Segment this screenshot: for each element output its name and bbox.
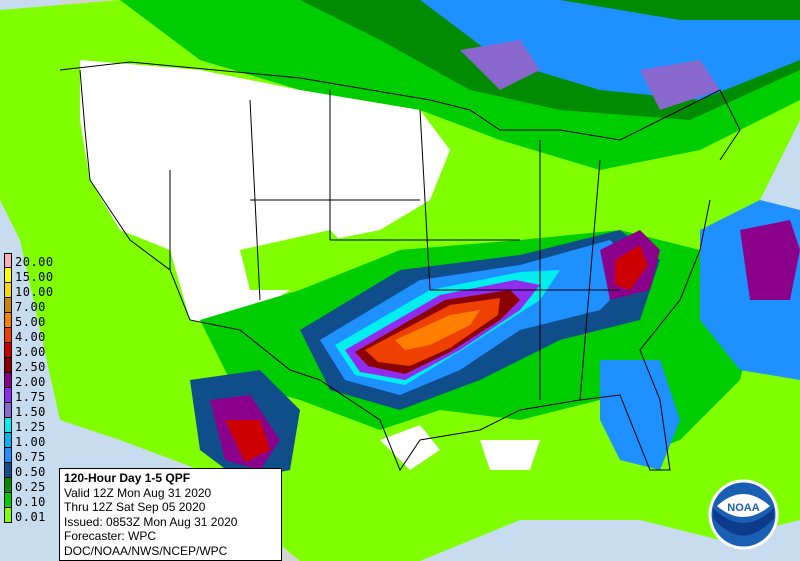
legend-label: 1.75 [15,390,46,404]
legend-label: 15.00 [15,270,54,284]
legend-swatch [4,493,12,508]
legend-item: 1.00 [4,433,64,448]
legend-label: 10.00 [15,285,54,299]
map-title: 120-Hour Day 1-5 QPF [64,471,191,485]
noaa-logo: NOAA [708,479,779,550]
legend-swatch [4,463,12,478]
legend-item: 2.50 [4,358,64,373]
legend-item: 0.75 [4,448,64,463]
legend-label: 0.10 [15,495,46,509]
borders [59,61,741,472]
legend-label: 0.25 [15,480,46,494]
legend-item: 0.10 [4,493,64,508]
legend-swatch [4,358,12,373]
legend-label: 4.00 [15,330,46,344]
legend-swatch [4,418,12,433]
legend-swatch [4,508,12,523]
valid-time: Valid 12Z Mon Aug 31 2020 [64,485,212,500]
legend-swatch [4,328,12,343]
thru-time: Thru 12Z Sat Sep 05 2020 [64,500,206,514]
legend-item: 0.25 [4,478,64,493]
legend-item: 1.75 [4,388,64,403]
legend-swatch [4,253,12,268]
legend-item: 3.00 [4,343,64,358]
legend-swatch [4,388,12,403]
agency: DOC/NOAA/NWS/NCEP/WPC [64,543,228,558]
legend-item: 1.25 [4,418,64,433]
legend-label: 2.00 [15,375,46,389]
legend-item: 4.00 [4,328,64,343]
legend-label: 1.50 [15,405,46,419]
legend-item: 7.00 [4,298,64,313]
legend-label: 0.75 [15,450,46,464]
legend-item: 0.50 [4,463,64,478]
legend-swatch [4,478,12,493]
issued-time: Issued: 0853Z Mon Aug 31 2020 [64,514,238,529]
svg-text:NOAA: NOAA [727,502,759,514]
legend-swatch [4,298,12,313]
legend-item: 15.00 [4,268,64,283]
legend-swatch [4,373,12,388]
legend-label: 0.01 [15,510,46,524]
legend-item: 10.00 [4,283,64,298]
legend-label: 2.50 [15,360,46,374]
legend-label: 20.00 [15,255,54,269]
legend-swatch [4,403,12,418]
forecaster: Forecaster: WPC [64,529,157,543]
legend-swatch [4,433,12,448]
info-box: 120-Hour Day 1-5 QPF Valid 12Z Mon Aug 3… [59,468,282,561]
legend-swatch [4,343,12,358]
legend-label: 5.00 [15,315,46,329]
legend-item: 5.00 [4,313,64,328]
legend-swatch [4,313,12,328]
legend-label: 0.50 [15,465,46,479]
legend-swatch [4,283,12,298]
legend-item: 0.01 [4,508,64,523]
legend-label: 3.00 [15,345,46,359]
legend-swatch [4,448,12,463]
precip-legend: 20.00 15.00 10.00 7.00 5.00 4.00 3.00 2.50 2.00 1… [4,253,64,523]
legend-label: 1.25 [15,420,46,434]
legend-label: 1.00 [15,435,46,449]
legend-swatch [4,268,12,283]
legend-label: 7.00 [15,300,46,314]
legend-item: 20.00 [4,253,64,268]
legend-item: 2.00 [4,373,64,388]
legend-item: 1.50 [4,403,64,418]
